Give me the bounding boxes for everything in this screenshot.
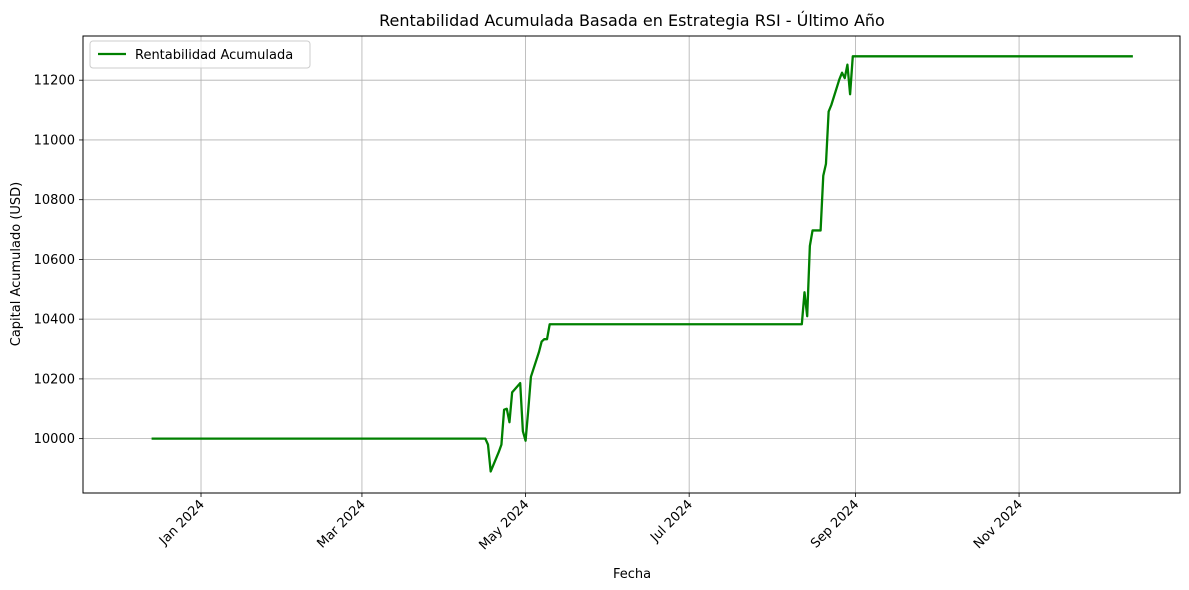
legend: Rentabilidad Acumulada <box>89 40 311 69</box>
y-tick-label: 10000 <box>34 432 75 447</box>
y-tick-label: 11000 <box>34 133 75 148</box>
y-tick-label: 10400 <box>34 313 75 328</box>
y-axis-title: Capital Acumulado (USD) <box>9 182 24 347</box>
grid <box>83 36 1180 493</box>
chart-title: Rentabilidad Acumulada Basada en Estrate… <box>379 11 885 30</box>
y-tick-label: 10200 <box>34 372 75 387</box>
series-line-layer <box>151 55 1133 473</box>
plot-area-frame <box>82 35 1181 494</box>
legend-label: Rentabilidad Acumulada <box>135 48 293 63</box>
y-tick-label: 10600 <box>34 253 75 268</box>
y-tick-label: 10800 <box>34 193 75 208</box>
y-tick-label: 11200 <box>34 74 75 89</box>
legend-box <box>89 40 311 69</box>
series-line <box>151 55 1133 473</box>
x-axis-title: Fecha <box>613 567 651 582</box>
